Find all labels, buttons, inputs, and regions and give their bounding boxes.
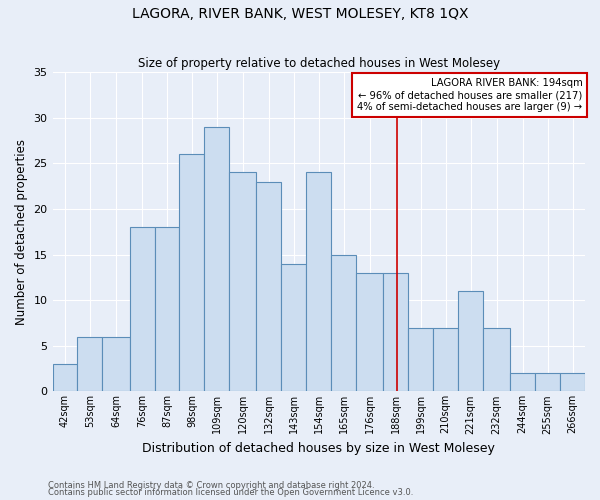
Text: Contains HM Land Registry data © Crown copyright and database right 2024.: Contains HM Land Registry data © Crown c… <box>48 480 374 490</box>
Text: Contains public sector information licensed under the Open Government Licence v3: Contains public sector information licen… <box>48 488 413 497</box>
Bar <box>408 328 433 392</box>
Bar <box>433 328 458 392</box>
Text: LAGORA RIVER BANK: 194sqm
← 96% of detached houses are smaller (217)
4% of semi-: LAGORA RIVER BANK: 194sqm ← 96% of detac… <box>357 78 583 112</box>
Text: LAGORA, RIVER BANK, WEST MOLESEY, KT8 1QX: LAGORA, RIVER BANK, WEST MOLESEY, KT8 1Q… <box>132 8 468 22</box>
Bar <box>103 336 130 392</box>
Bar <box>281 264 307 392</box>
Bar <box>458 291 483 392</box>
Bar <box>356 273 383 392</box>
Y-axis label: Number of detached properties: Number of detached properties <box>15 138 28 324</box>
Bar <box>331 254 356 392</box>
Bar <box>53 364 77 392</box>
Bar <box>510 373 535 392</box>
Bar <box>77 336 103 392</box>
Bar <box>535 373 560 392</box>
Bar <box>483 328 510 392</box>
Bar <box>560 373 585 392</box>
Bar <box>307 172 331 392</box>
Bar <box>229 172 256 392</box>
Bar <box>205 127 229 392</box>
Bar <box>130 227 155 392</box>
Bar <box>179 154 205 392</box>
X-axis label: Distribution of detached houses by size in West Molesey: Distribution of detached houses by size … <box>142 442 495 455</box>
Bar <box>383 273 408 392</box>
Bar <box>155 227 179 392</box>
Title: Size of property relative to detached houses in West Molesey: Size of property relative to detached ho… <box>138 56 500 70</box>
Bar <box>256 182 281 392</box>
